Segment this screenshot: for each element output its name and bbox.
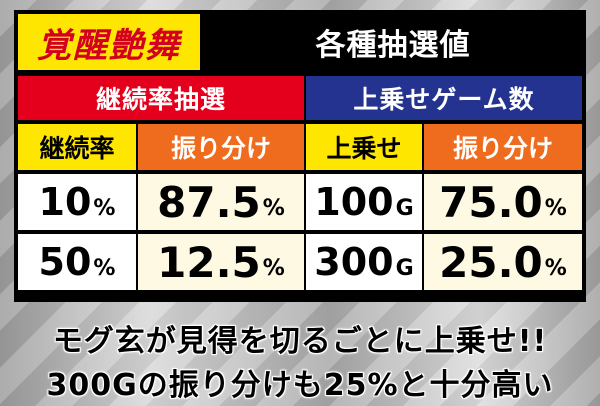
column-header-rate-share: 振り分け — [138, 124, 304, 170]
rate-share-unit: % — [262, 195, 285, 221]
games-share-unit: % — [544, 255, 567, 281]
games-share-value: 25.0 — [439, 237, 543, 287]
table-row-2-rate: 50% — [18, 234, 136, 290]
games-unit: G — [395, 195, 414, 221]
table-row-1-games-share: 75.0% — [424, 174, 582, 230]
caption-line-2: 300Gの振り分けも25%と十分高い — [46, 368, 554, 403]
column-header-games-share: 振り分け — [424, 124, 582, 170]
logo: 覚醒艶舞 — [18, 14, 200, 70]
rate-share-value: 87.5 — [157, 177, 261, 227]
section-header-continuation: 継続率抽選 — [18, 76, 304, 120]
table-row-1-rate-share: 87.5% — [138, 174, 304, 230]
games-unit: G — [395, 255, 414, 281]
table-row-1-games: 100 G — [306, 174, 422, 230]
games-value: 100 — [314, 180, 394, 224]
rate-value: 10 — [38, 180, 92, 224]
rate-share-unit: % — [262, 255, 285, 281]
games-value: 300 — [314, 240, 394, 284]
rate-unit: % — [93, 195, 116, 221]
table-row-2-rate-share: 12.5% — [138, 234, 304, 290]
column-header-rate: 継続率 — [18, 124, 136, 170]
rate-unit: % — [93, 255, 116, 281]
games-share-value: 75.0 — [439, 177, 543, 227]
table-title: 各種抽選値 — [315, 28, 471, 63]
table-row-2-games-share: 25.0% — [424, 234, 582, 290]
section-header-game-add: 上乗せゲーム数 — [306, 76, 582, 120]
rate-share-value: 12.5 — [157, 237, 261, 287]
games-share-unit: % — [544, 195, 567, 221]
column-header-games: 上乗せ — [306, 124, 422, 170]
caption-line-1: モグ玄が見得を切るごとに上乗せ!! — [52, 324, 548, 359]
probability-table-card: 覚醒艶舞 各種抽選値 継続率抽選 上乗せゲーム数 継続率 振り分け 上乗せ 振り… — [14, 10, 586, 302]
table-row-1-rate: 10% — [18, 174, 136, 230]
rate-value: 50 — [38, 240, 92, 284]
table-row-2-games: 300 G — [306, 234, 422, 290]
